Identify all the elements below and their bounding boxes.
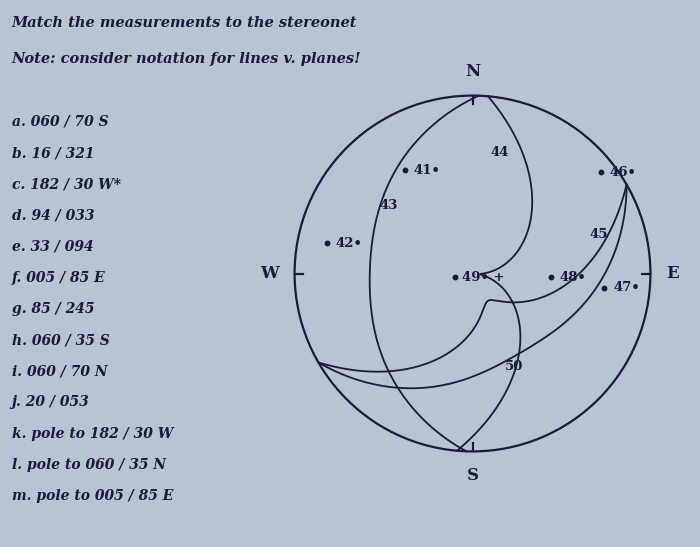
Text: l. pole to 060 / 35 N: l. pole to 060 / 35 N [12,458,166,472]
Text: b. 16 / 321: b. 16 / 321 [12,146,95,160]
Text: 47•: 47• [613,281,640,294]
Text: 41•: 41• [414,164,441,177]
Text: 42•: 42• [335,237,363,250]
Text: d. 94 / 033: d. 94 / 033 [12,208,95,223]
Text: Note: consider notation for lines v. planes!: Note: consider notation for lines v. pla… [12,52,361,66]
Text: N: N [465,62,480,79]
Text: 50: 50 [505,359,523,373]
Text: W: W [260,265,279,282]
Text: 46•: 46• [610,166,636,178]
Text: g. 85 / 245: g. 85 / 245 [12,302,95,316]
Text: 48•: 48• [560,271,587,283]
Text: h. 060 / 35 S: h. 060 / 35 S [12,333,109,347]
Text: 44: 44 [490,146,509,159]
Text: f. 005 / 85 E: f. 005 / 85 E [12,271,106,285]
Text: 49• +: 49• + [462,271,504,283]
Text: m. pole to 005 / 85 E: m. pole to 005 / 85 E [12,489,173,503]
Text: Match the measurements to the stereonet: Match the measurements to the stereonet [12,16,357,31]
Text: 45: 45 [590,228,608,241]
Text: S: S [466,468,479,485]
Text: k. pole to 182 / 30 W: k. pole to 182 / 30 W [12,427,173,441]
Text: E: E [666,265,679,282]
Text: e. 33 / 094: e. 33 / 094 [12,240,93,254]
Text: i. 060 / 70 N: i. 060 / 70 N [12,364,107,379]
Text: 43: 43 [380,200,398,212]
Text: a. 060 / 70 S: a. 060 / 70 S [12,115,109,129]
Text: c. 182 / 30 W*: c. 182 / 30 W* [12,177,121,191]
Text: j. 20 / 053: j. 20 / 053 [12,395,90,410]
